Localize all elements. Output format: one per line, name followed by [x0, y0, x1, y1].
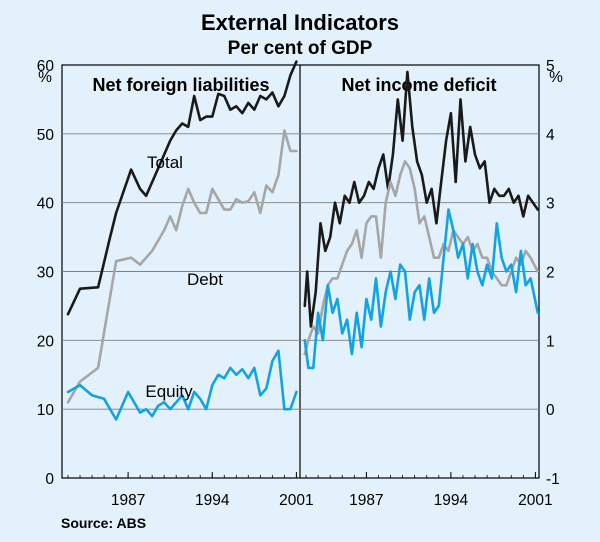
left-unit-label: %: [38, 69, 52, 86]
right-panel-title: Net income deficit: [341, 75, 496, 95]
right-ytick-label-5: 4: [546, 127, 555, 144]
right-ytick-label-2: 1: [546, 333, 555, 350]
left-ytick-label-2: 20: [37, 333, 55, 350]
left-ytick-label-3: 30: [37, 265, 55, 282]
series-equity-p0: [66, 349, 298, 421]
right-ytick-label-4: 3: [546, 196, 555, 213]
left-ytick-label-0: 0: [45, 471, 54, 488]
chart-subtitle: Per cent of GDP: [228, 38, 373, 59]
series-total-p0: [66, 60, 298, 316]
right-ytick-label-0: -1: [546, 471, 560, 488]
label-equity: Equity: [145, 382, 193, 401]
left-ytick-label-5: 50: [37, 127, 55, 144]
series-debt-p0: [66, 129, 298, 404]
right-unit-label: %: [549, 69, 563, 86]
series-equity-p1: [303, 208, 540, 370]
chart-title: External Indicators: [201, 10, 399, 35]
source-note: Source: ABS: [61, 515, 146, 531]
series-debt-p1: [303, 160, 540, 356]
left-ytick-label-6: 60: [37, 58, 55, 75]
label-total: Total: [147, 153, 183, 172]
xtick-label-p1-1: 1994: [434, 492, 469, 509]
left-ytick-label-1: 10: [37, 402, 55, 419]
right-ytick-label-1: 0: [546, 402, 555, 419]
xtick-label-p0-0: 1987: [111, 492, 145, 509]
xtick-label-p1-2: 2001: [518, 492, 552, 509]
left-ytick-label-4: 40: [37, 196, 55, 213]
xtick-label-p0-1: 1994: [195, 492, 230, 509]
left-panel-title: Net foreign liabilities: [92, 75, 269, 95]
series-total-p1: [303, 70, 540, 328]
right-ytick-label-3: 2: [546, 265, 555, 282]
xtick-label-p1-0: 1987: [349, 492, 383, 509]
xtick-label-p0-2: 2001: [279, 492, 313, 509]
label-debt: Debt: [187, 270, 223, 289]
right-ytick-label-6: 5: [546, 58, 555, 75]
axis-ticks: 0 10 20 30 40 50 60 1987 1994 2001 -1 0 1 2 3 4 5 1987 199…: [37, 58, 560, 509]
series-lines: [66, 60, 540, 421]
